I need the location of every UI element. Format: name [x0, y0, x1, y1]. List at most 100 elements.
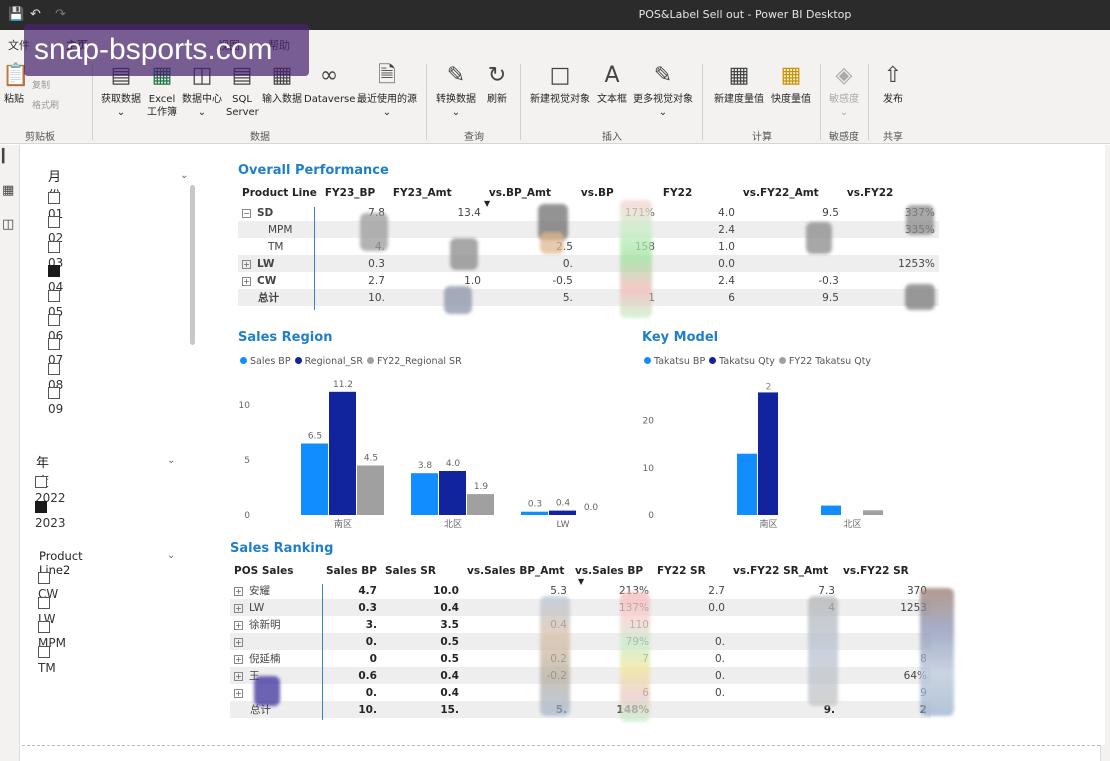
expand-icon[interactable]: +	[234, 688, 243, 698]
checkbox[interactable]	[48, 289, 60, 302]
checkbox[interactable]	[38, 621, 50, 633]
slicer-item[interactable]: 05	[48, 288, 68, 319]
column-header[interactable]: FY22	[662, 187, 693, 199]
checkbox[interactable]	[38, 572, 50, 584]
expand-icon[interactable]: +	[234, 672, 243, 681]
slicer-item[interactable]: TM	[38, 644, 58, 675]
slicer-item[interactable]: 2022	[35, 474, 66, 505]
slicer-item[interactable]: 06	[48, 312, 68, 343]
chevron-down-icon[interactable]: ⌄	[167, 455, 176, 466]
legend-item[interactable]: Sales BP	[250, 356, 291, 367]
chevron-down-icon[interactable]: ⌄	[180, 170, 189, 181]
checkbox[interactable]	[48, 240, 60, 253]
save-icon[interactable]: 💾	[8, 7, 25, 22]
checkbox[interactable]	[48, 338, 60, 351]
legend-item[interactable]: FY22 Takatsu Qty	[788, 356, 872, 367]
bar[interactable]	[301, 443, 328, 516]
slicer-item[interactable]: 2023	[35, 499, 66, 530]
chevron-down-icon[interactable]: ⌄	[167, 550, 176, 561]
column-header[interactable]: vs.BP_Amt	[488, 187, 551, 199]
bar[interactable]	[439, 471, 466, 515]
column-header[interactable]: vs.FY22_Amt	[742, 187, 819, 199]
bar[interactable]	[411, 473, 438, 515]
sort-desc-icon[interactable]: ▼	[484, 199, 491, 208]
dataverse-button[interactable]: ∞ Dataverse	[304, 63, 356, 105]
copy-button[interactable]: 复制	[32, 81, 51, 91]
new-measure-button[interactable]: ▦ 新建度量值	[708, 62, 770, 106]
slicer-item[interactable]: 04	[48, 263, 68, 294]
model-view-icon[interactable]: ◫	[2, 217, 15, 232]
checkbox[interactable]	[38, 645, 50, 658]
checkbox[interactable]	[35, 500, 47, 513]
publish-button[interactable]: ⇧ 发布	[876, 62, 910, 106]
slicer-item[interactable]: 07	[48, 336, 68, 367]
bar[interactable]	[549, 510, 576, 515]
quick-measure-button[interactable]: ▦ 快度量值	[766, 62, 816, 106]
bar[interactable]	[821, 505, 841, 515]
legend-item[interactable]: Takatsu Qty	[719, 356, 775, 367]
checkbox[interactable]	[48, 387, 60, 400]
checkbox[interactable]	[35, 476, 47, 488]
slicer-item[interactable]: MPM	[38, 619, 66, 650]
expand-icon[interactable]: +	[234, 637, 243, 647]
bar[interactable]	[521, 511, 548, 515]
bar[interactable]	[758, 392, 778, 515]
column-header[interactable]: vs.Sales BP_Amt	[466, 565, 565, 577]
column-header[interactable]: vs.BP	[580, 187, 614, 199]
checkbox[interactable]	[48, 362, 60, 375]
redo-icon[interactable]: ↷	[55, 7, 66, 22]
slicer-scrollbar[interactable]	[190, 185, 195, 345]
collapse-icon[interactable]: −	[242, 208, 251, 218]
slicer-item[interactable]: 09	[48, 385, 68, 416]
sort-desc-icon[interactable]: ▼	[578, 577, 585, 586]
transform-data-button[interactable]: ✎ 转换数据 ⌄	[432, 62, 480, 119]
bar[interactable]	[357, 465, 384, 516]
expand-icon[interactable]: +	[234, 603, 243, 613]
slicer-item[interactable]: 01	[48, 190, 68, 221]
checkbox[interactable]	[48, 216, 60, 229]
checkbox[interactable]	[48, 192, 60, 204]
column-header[interactable]: Sales BP	[326, 565, 377, 577]
bar[interactable]	[737, 453, 757, 515]
column-header[interactable]: Product Line	[242, 187, 317, 199]
column-header[interactable]: FY23_Amt	[392, 187, 452, 199]
expand-icon[interactable]: +	[242, 259, 251, 269]
expand-icon[interactable]: +	[242, 276, 251, 286]
legend-item[interactable]: Regional_SR	[304, 356, 363, 367]
format-painter-button[interactable]: 格式刷	[32, 101, 60, 111]
slicer-item[interactable]: LW	[38, 595, 58, 626]
legend-item[interactable]: FY22_Regional SR	[376, 356, 462, 367]
column-header[interactable]: vs.FY22	[846, 187, 894, 199]
more-visuals-button[interactable]: ✎ 更多视觉对象 ⌄	[630, 62, 696, 119]
expand-icon[interactable]: +	[234, 655, 243, 664]
sensitivity-button[interactable]: ◈ 敏感度 ⌄	[824, 62, 864, 119]
slicer-item[interactable]: 03	[48, 239, 68, 270]
checkbox[interactable]	[38, 596, 50, 609]
refresh-button[interactable]: ↻ 刷新	[482, 62, 512, 106]
checkbox[interactable]	[48, 265, 60, 278]
column-header[interactable]: vs.FY22 SR_Amt	[732, 565, 829, 577]
expand-icon[interactable]: +	[234, 621, 243, 630]
data-view-icon[interactable]: ▦	[2, 183, 15, 198]
expand-icon[interactable]: +	[234, 587, 243, 596]
column-header[interactable]: FY22 SR	[656, 565, 706, 577]
bar[interactable]	[467, 494, 494, 515]
recent-sources-button[interactable]: 🗎 最近使用的源 ⌄	[354, 62, 420, 119]
slicer-item[interactable]: 02	[48, 214, 68, 245]
undo-icon[interactable]: ↶	[30, 7, 41, 22]
column-header[interactable]: vs.Sales BP	[574, 565, 644, 577]
slicer-item[interactable]: CW	[38, 570, 58, 601]
text-box-button[interactable]: A 文本框	[594, 62, 630, 106]
report-view-icon[interactable]: ▎	[2, 149, 12, 164]
column-header[interactable]: vs.FY22 SR	[842, 565, 909, 577]
new-visual-button[interactable]: □ 新建视觉对象	[527, 62, 593, 106]
legend-item[interactable]: Takatsu BP	[654, 356, 706, 367]
column-header[interactable]: POS Sales	[234, 565, 294, 577]
column-header[interactable]: Sales SR	[384, 565, 436, 577]
bar[interactable]	[863, 510, 883, 515]
slicer-item[interactable]: 08	[48, 361, 68, 392]
checkbox[interactable]	[48, 314, 60, 326]
bar[interactable]	[329, 391, 356, 515]
column-header[interactable]: FY23_BP	[324, 187, 376, 199]
paste-button[interactable]: 📋 粘贴	[2, 63, 30, 105]
